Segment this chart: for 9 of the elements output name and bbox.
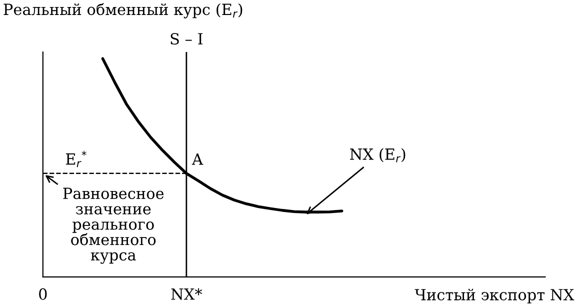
annotation: A bbox=[192, 154, 204, 165]
x-tick-label: 0 bbox=[39, 288, 47, 300]
ref-line-label: E$_{r}$$^{*}$ bbox=[66, 150, 86, 168]
y-axis-title: Реальный обменный курс (E$_{r}$) bbox=[4, 3, 242, 18]
annotation: NX (E$_{r}$) bbox=[350, 148, 406, 162]
x-axis-title: Чистый экспорт NX bbox=[414, 288, 574, 304]
x-tick-label: NX* bbox=[171, 288, 202, 300]
ref-line-label: S – I bbox=[170, 33, 203, 45]
annotation: Равновесное значение реального обменного курса bbox=[63, 188, 164, 264]
